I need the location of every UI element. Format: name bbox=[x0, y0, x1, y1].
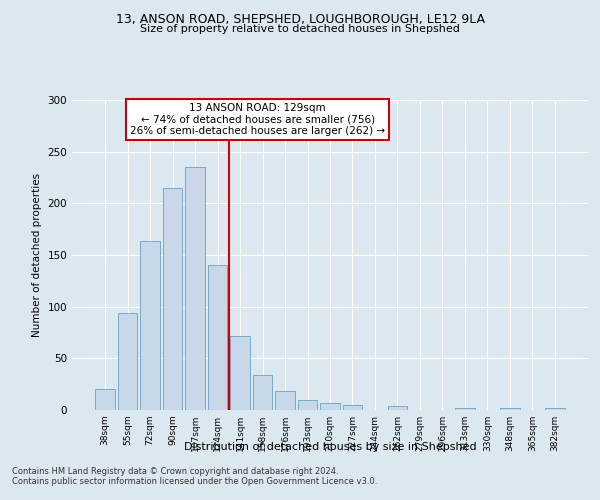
Text: 13 ANSON ROAD: 129sqm
← 74% of detached houses are smaller (756)
26% of semi-det: 13 ANSON ROAD: 129sqm ← 74% of detached … bbox=[130, 103, 385, 136]
Bar bbox=[185, 167, 205, 410]
Bar bbox=[95, 390, 115, 410]
Text: Size of property relative to detached houses in Shepshed: Size of property relative to detached ho… bbox=[140, 24, 460, 34]
Bar bbox=[118, 313, 137, 410]
Bar bbox=[275, 392, 295, 410]
Text: 13, ANSON ROAD, SHEPSHED, LOUGHBOROUGH, LE12 9LA: 13, ANSON ROAD, SHEPSHED, LOUGHBOROUGH, … bbox=[115, 12, 485, 26]
Bar bbox=[230, 336, 250, 410]
Text: Contains HM Land Registry data © Crown copyright and database right 2024.: Contains HM Land Registry data © Crown c… bbox=[12, 467, 338, 476]
Bar bbox=[320, 403, 340, 410]
Bar bbox=[343, 405, 362, 410]
Bar bbox=[253, 375, 272, 410]
Bar bbox=[208, 266, 227, 410]
Bar bbox=[163, 188, 182, 410]
Bar bbox=[388, 406, 407, 410]
Bar bbox=[545, 408, 565, 410]
Bar bbox=[455, 408, 475, 410]
Text: Distribution of detached houses by size in Shepshed: Distribution of detached houses by size … bbox=[184, 442, 476, 452]
Bar bbox=[298, 400, 317, 410]
Bar bbox=[140, 240, 160, 410]
Bar bbox=[500, 408, 520, 410]
Text: Contains public sector information licensed under the Open Government Licence v3: Contains public sector information licen… bbox=[12, 477, 377, 486]
Y-axis label: Number of detached properties: Number of detached properties bbox=[32, 173, 42, 337]
